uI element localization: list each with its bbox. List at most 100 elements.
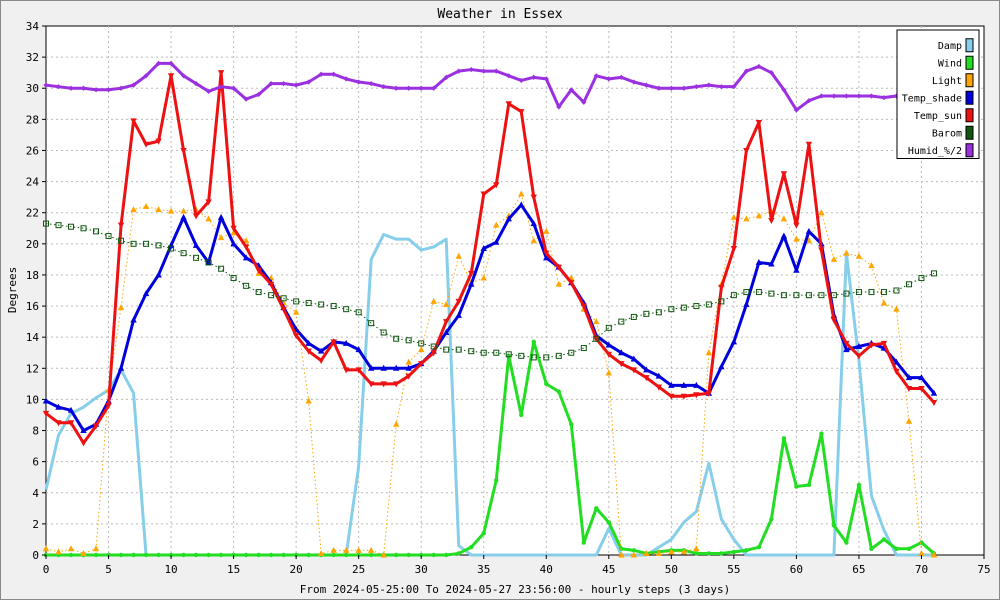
- series-barom-point: [355, 309, 362, 316]
- series-temp-sun-point: [192, 213, 200, 220]
- series-temp-sun-point: [430, 350, 437, 357]
- series-light-point: [418, 346, 425, 353]
- x-tick-label: 70: [915, 563, 928, 576]
- legend: Damp Wind Light Temp_shade Temp_sun Barom Humi…: [896, 29, 980, 159]
- series-wind-point: [831, 523, 837, 528]
- series-light-point: [180, 207, 187, 214]
- series-wind-point: [894, 546, 899, 551]
- series-humid-2-point: [368, 80, 374, 87]
- series-barom-point: [318, 301, 325, 308]
- series-temp-shade-point: [505, 215, 512, 222]
- series-temp-shade-point: [605, 341, 612, 348]
- series-wind-point: [881, 537, 887, 542]
- series-wind-point: [118, 552, 124, 558]
- y-tick-label: 32: [26, 51, 39, 64]
- series-barom-point: [93, 228, 100, 235]
- series-temp-sun-point: [893, 368, 900, 375]
- series-barom-point: [930, 270, 937, 277]
- series-wind-point: [631, 548, 637, 553]
- series-temp-sun-point: [880, 340, 888, 347]
- series-temp-sun-point: [130, 118, 137, 125]
- series-light-point: [380, 551, 387, 558]
- series-light-point: [630, 551, 638, 558]
- series-humid-2-point: [231, 85, 237, 91]
- series-humid-2-point: [431, 85, 437, 91]
- series-light-point: [205, 215, 212, 222]
- series-humid-2-point: [406, 85, 412, 91]
- series-temp-sun-point: [930, 400, 938, 407]
- series-light-point: [55, 548, 62, 555]
- series-wind-point: [456, 551, 461, 556]
- x-tick-label: 75: [977, 563, 990, 576]
- series-humid-2-point: [80, 85, 87, 91]
- series-barom-point: [130, 240, 137, 247]
- series-temp-sun-point: [680, 393, 688, 400]
- series-temp-sun-point: [217, 70, 225, 77]
- series-wind-point: [206, 552, 211, 558]
- series-temp-sun-point: [855, 353, 863, 360]
- series-barom-point: [843, 290, 850, 297]
- series-temp-shade-point: [67, 406, 75, 413]
- series-light-point: [92, 545, 100, 552]
- series-temp-sun-point: [793, 222, 800, 229]
- series-light-point: [155, 206, 162, 213]
- series-wind: [43, 339, 937, 558]
- series-barom-point: [305, 299, 312, 306]
- series-light-point: [868, 262, 875, 269]
- series-temp-shade-point: [455, 311, 462, 318]
- series-humid-2-point: [518, 77, 524, 84]
- series-barom-point: [830, 292, 837, 299]
- series-light-point: [367, 546, 375, 553]
- series-humid-2-point: [243, 96, 249, 102]
- series-temp-sun-point: [105, 403, 112, 410]
- series-barom-point: [293, 298, 300, 305]
- series-light-point: [167, 207, 175, 214]
- x-tick-label: 5: [105, 563, 112, 576]
- series-humid-2-point: [781, 87, 787, 93]
- series-barom-point: [530, 354, 537, 361]
- series-barom-point: [468, 348, 475, 355]
- series-barom-point: [268, 292, 275, 299]
- series-barom-point: [568, 349, 575, 356]
- series-temp-sun-point: [418, 361, 425, 368]
- series-temp-shade-point: [405, 364, 412, 371]
- series-humid-2-point: [381, 84, 387, 90]
- series-temp-sun-point: [443, 319, 450, 326]
- y-tick-label: 6: [32, 456, 39, 469]
- series-humid-2-point: [493, 68, 499, 74]
- series-barom-point: [218, 265, 225, 272]
- series-wind-point: [469, 545, 474, 550]
- series-humid-2-point: [143, 73, 149, 79]
- series-barom-point: [180, 250, 187, 257]
- series-temp-shade-point: [42, 397, 50, 404]
- series-barom-point: [405, 337, 412, 344]
- series-light-point: [292, 308, 300, 315]
- series-temp-sun-point: [42, 410, 50, 417]
- series-barom-point: [605, 324, 612, 331]
- series-barom-point: [880, 289, 887, 296]
- series-temp-sun-point: [142, 141, 150, 148]
- series-temp-sun-point: [468, 270, 475, 277]
- series-humid-2-point: [443, 74, 449, 80]
- series-temp-sun-point: [255, 267, 262, 274]
- series-temp-sun-point: [643, 375, 650, 382]
- grid: [46, 26, 984, 555]
- series-line-light: [45, 193, 935, 556]
- series-humid-2-point: [105, 87, 112, 93]
- series-light-point: [555, 280, 562, 287]
- series-humid-2-point: [881, 94, 887, 101]
- series-wind-point: [556, 389, 561, 394]
- series-humid-2-point: [93, 87, 99, 93]
- series-temp-sun-point: [905, 386, 913, 393]
- series-light-point: [755, 212, 763, 219]
- series-humid-2-point: [155, 60, 162, 66]
- series-temp-shade-point: [743, 301, 750, 308]
- series-humid-2-point: [180, 73, 187, 79]
- series-wind-point: [569, 422, 574, 427]
- series-barom: [43, 220, 937, 361]
- series-humid-2-point: [893, 93, 900, 99]
- series-temp-sun-point: [167, 73, 175, 80]
- series-temp-sun-point: [455, 298, 462, 305]
- series-humid-2-point: [318, 71, 324, 77]
- series-humid-2-point: [681, 85, 687, 91]
